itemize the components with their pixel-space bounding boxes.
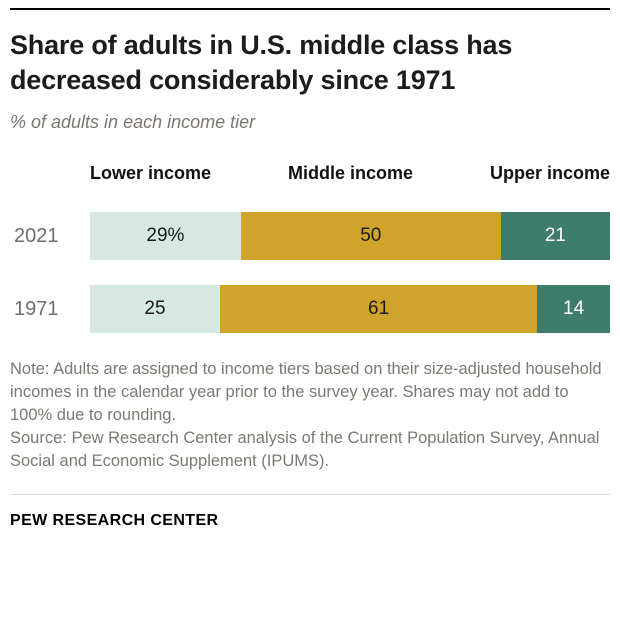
chart-subtitle: % of adults in each income tier xyxy=(10,112,256,133)
bar-segment-upper-income: 21 xyxy=(500,212,610,261)
row-label: 1971 xyxy=(14,297,59,320)
bar-segment-upper-income: 14 xyxy=(537,285,610,334)
column-header-upper-income: Upper income xyxy=(489,163,610,184)
row-label: 2021 xyxy=(14,224,59,247)
bar-row: 1971 25 61 14 xyxy=(10,285,610,334)
column-headers: Lower income Middle income Upper income xyxy=(90,163,610,184)
chart-source: Source: Pew Research Center analysis of … xyxy=(10,429,600,471)
footer-divider xyxy=(10,493,610,495)
page-title: Share of adults in U.S. middle class has… xyxy=(10,30,513,95)
stacked-bar: 25 61 14 xyxy=(90,285,610,334)
bar-segment-middle-income: 61 xyxy=(220,285,538,334)
bar-segment-lower-income: 25 xyxy=(90,285,220,334)
notes-block: Note: Adults are assigned to income tier… xyxy=(10,358,610,473)
column-header-lower-income: Lower income xyxy=(90,163,212,184)
bar-segment-lower-income: 29% xyxy=(90,212,241,261)
bar-segment-middle-income: 50 xyxy=(240,212,501,261)
stacked-bar: 29% 50 21 xyxy=(90,212,610,261)
top-divider xyxy=(10,8,610,10)
chart-card: Share of adults in U.S. middle class has… xyxy=(0,8,620,530)
column-header-middle-income: Middle income xyxy=(287,163,413,184)
brand-footer: PEW RESEARCH CENTER xyxy=(10,511,219,529)
bar-row: 2021 29% 50 21 xyxy=(10,212,610,261)
chart-note: Note: Adults are assigned to income tier… xyxy=(10,360,602,425)
chart-rows: 2021 29% 50 21 1971 25 61 14 xyxy=(10,212,610,334)
